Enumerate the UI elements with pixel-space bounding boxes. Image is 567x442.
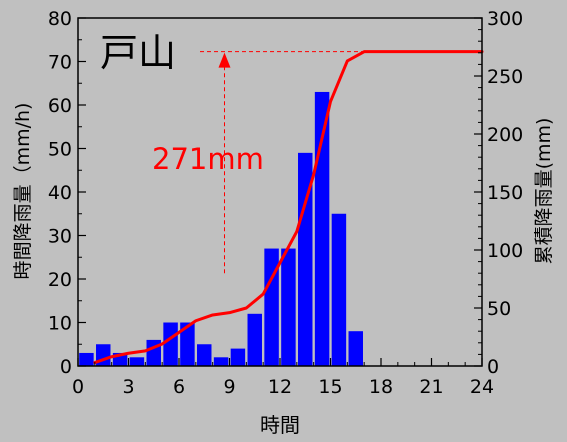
y-right-tick-label-0: 0 [487,356,499,378]
x-axis-label: 時間 [260,413,300,437]
x-tick-label-6: 6 [173,376,185,398]
rain-bar-hour-4 [129,357,145,366]
rain-bar-hour-9 [213,357,229,366]
rain-bar-hour-6 [163,322,178,366]
y-right-tick-label-200: 200 [487,124,523,146]
chart-title: 戸山 [100,31,176,75]
rain-bar-hour-14 [298,152,313,366]
plot-background [78,18,482,366]
y-left-tick-label-60: 60 [48,95,72,117]
x-tick-label-9: 9 [223,376,235,398]
rain-bar-hour-7 [180,322,195,366]
x-tick-label-24: 24 [470,376,494,398]
axes: 0 3 6 9 12 15 18 21 2401020304050607080050100150… [48,8,523,398]
x-tick-label-0: 0 [72,376,84,398]
total-annotation [200,51,365,274]
y-axis-label-left: 時間降雨量（mm/h) [12,103,34,280]
y-left-tick-label-10: 10 [48,313,72,335]
total-rainfall-label: 271mm [152,142,264,176]
rain-bar-hour-15 [314,91,330,366]
y-axis-label-right: 累積降雨量(mm) [533,118,555,265]
x-tick-label-3: 3 [122,376,134,398]
y-right-tick-label-150: 150 [487,182,523,204]
rain-bar-hour-11 [247,313,262,366]
y-right-tick-label-50: 50 [487,298,511,320]
x-tick-label-15: 15 [318,376,342,398]
cumulative-rainfall-series [93,50,484,365]
rain-bar-hour-1 [79,352,94,366]
x-tick-label-21: 21 [419,376,443,398]
rain-bar-hour-17 [348,331,363,366]
plot-area [78,18,482,366]
y-left-tick-label-40: 40 [48,182,72,204]
cumulative-line [93,50,484,365]
y-left-tick-label-80: 80 [48,8,72,30]
rain-bar-hour-8 [197,344,212,366]
y-left-tick-label-50: 50 [48,139,72,161]
x-tick-label-12: 12 [268,376,292,398]
total-arrow-head [218,52,231,68]
y-left-tick-label-70: 70 [48,52,72,74]
y-left-tick-label-0: 0 [60,356,72,378]
rain-bar-hour-13 [281,248,296,366]
rain-bar-hour-10 [230,348,246,366]
y-right-tick-label-300: 300 [487,8,523,30]
y-left-tick-label-20: 20 [48,269,72,291]
x-tick-label-18: 18 [369,376,393,398]
y-left-tick-label-30: 30 [48,226,72,248]
hourly-rainfall-bars [79,91,363,366]
rain-bar-hour-16 [331,213,347,366]
rain-bar-hour-12 [264,248,279,366]
y-right-tick-label-100: 100 [487,240,523,262]
y-right-tick-label-250: 250 [487,66,523,88]
